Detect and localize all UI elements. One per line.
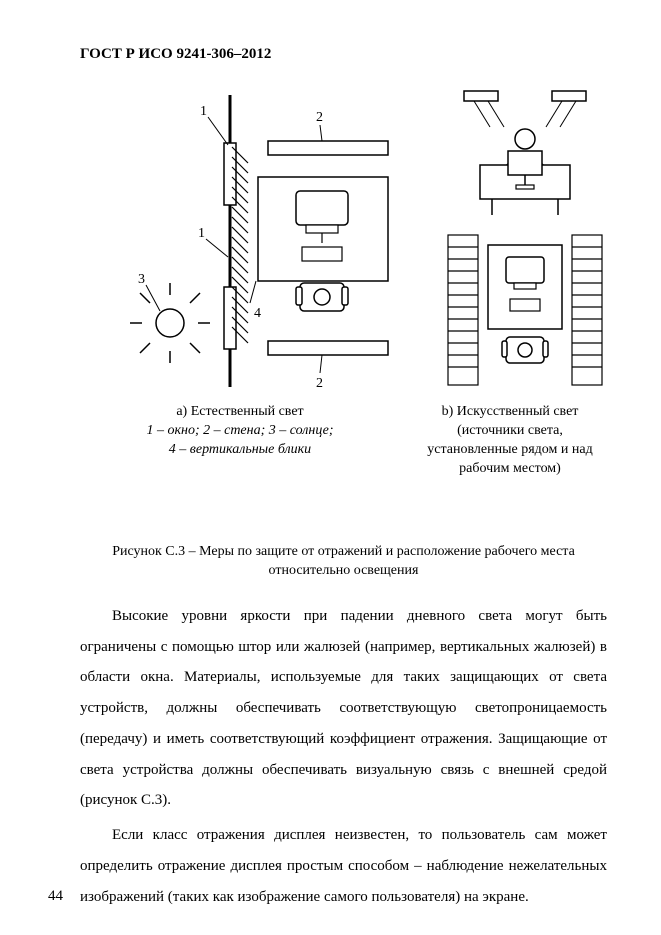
figure-title: Рисунок С.3 – Меры по защите от отражени… <box>80 543 607 581</box>
caption-a-title: a) Естественный свет <box>176 404 303 419</box>
doc-header: ГОСТ Р ИСО 9241-306–2012 <box>80 46 607 63</box>
page: ГОСТ Р ИСО 9241-306–2012 <box>0 0 661 935</box>
diagram-natural-light: 1 1 2 2 3 4 <box>100 87 400 397</box>
caption-a-legend2: 4 – вертикальные блики <box>169 442 311 457</box>
caption-b-title: b) Искусственный свет <box>442 404 579 419</box>
label-4: 4 <box>254 306 261 321</box>
paragraph-1: Высокие уровни яркости при падении дневн… <box>80 601 607 816</box>
label-2b: 2 <box>316 376 323 391</box>
caption-b-legend2: установленные рядом и над <box>427 442 592 457</box>
label-1a: 1 <box>200 104 207 119</box>
body-text: Высокие уровни яркости при падении дневн… <box>80 601 607 913</box>
label-1b: 1 <box>198 226 205 241</box>
label-3: 3 <box>138 272 145 287</box>
caption-b-legend3: рабочим местом) <box>459 461 561 476</box>
caption-a-legend1: 1 – окно; 2 – стена; 3 – солнце; <box>146 423 333 438</box>
caption-b-legend1: (источники света, <box>457 423 563 438</box>
paragraph-2: Если класс отражения дисплея неизвестен,… <box>80 820 607 912</box>
diagram-artificial-light <box>430 87 620 397</box>
label-2a: 2 <box>316 110 323 125</box>
figure-c3: 1 1 2 2 3 4 <box>80 87 607 407</box>
caption-a: a) Естественный свет 1 – окно; 2 – стена… <box>110 403 370 460</box>
page-number: 44 <box>48 888 63 905</box>
caption-b: b) Искусственный свет (источники света, … <box>410 403 610 479</box>
